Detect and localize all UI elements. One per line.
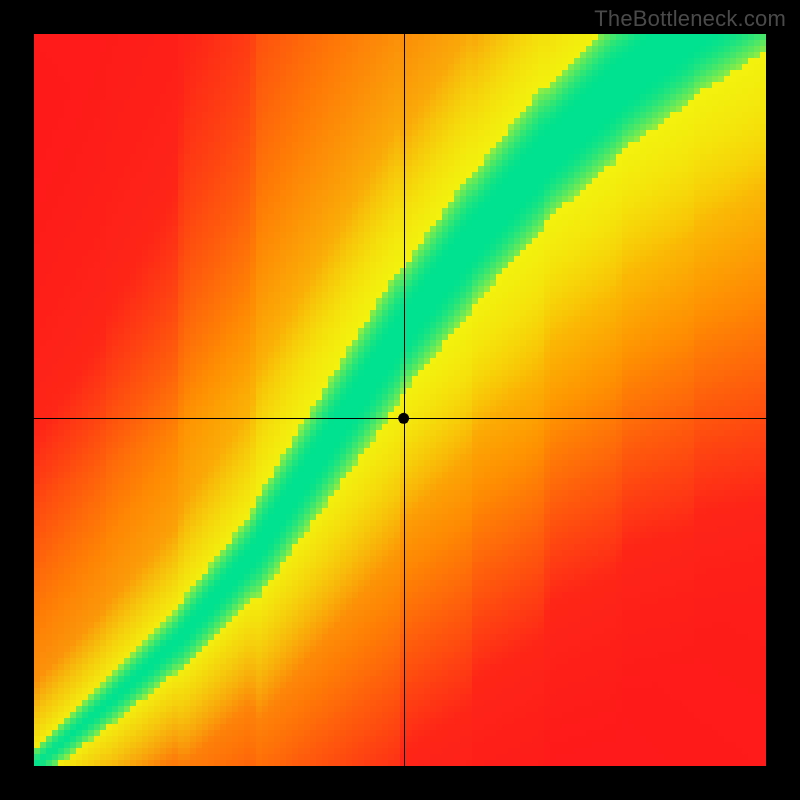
chart-container: TheBottleneck.com [0,0,800,800]
heatmap-canvas [0,0,800,800]
watermark-text: TheBottleneck.com [594,6,786,32]
